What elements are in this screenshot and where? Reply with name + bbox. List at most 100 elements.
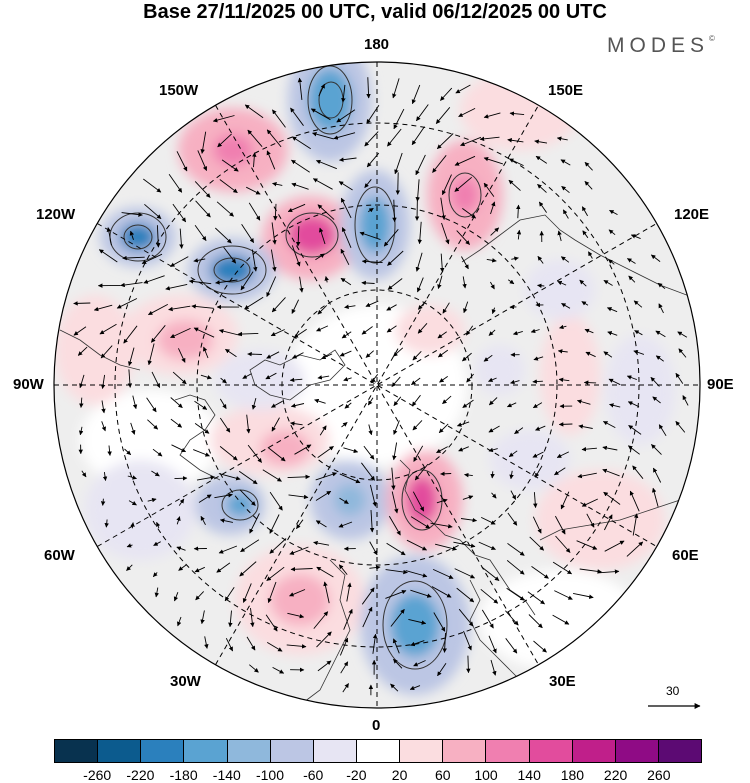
wind-arrow — [650, 376, 660, 387]
wind-arrow — [454, 176, 472, 192]
wind-arrow — [532, 451, 544, 458]
wind-arrow — [287, 474, 311, 480]
lon-label-120e: 120E — [674, 206, 710, 223]
wind-arrow — [488, 635, 497, 654]
wind-arrow — [395, 172, 401, 195]
wind-arrow — [143, 275, 165, 284]
wind-arrow — [439, 376, 448, 383]
wind-arrow — [505, 638, 518, 654]
wind-arrow — [265, 614, 278, 632]
wind-arrow — [247, 129, 263, 147]
wind-arrow — [415, 252, 423, 272]
wind-arrow — [584, 161, 593, 171]
wind-arrow — [93, 304, 113, 312]
wind-arrow — [290, 403, 305, 408]
wind-arrow — [314, 398, 326, 404]
wind-arrow — [106, 227, 112, 246]
wind-arrow — [588, 251, 593, 259]
wind-arrow — [650, 254, 661, 262]
wind-arrow — [607, 331, 618, 336]
wind-arrow — [270, 249, 277, 272]
wind-arrow — [269, 491, 283, 511]
wind-arrow — [219, 417, 231, 433]
wind-arrow — [372, 633, 378, 654]
wind-arrow — [246, 414, 251, 434]
wind-arrow — [630, 234, 641, 240]
wind-arrow — [557, 230, 562, 242]
wind-arrow — [104, 519, 109, 528]
wind-arrow — [409, 685, 421, 691]
wind-arrow — [393, 658, 403, 669]
wind-arrow — [73, 301, 91, 306]
wind-arrow — [414, 463, 429, 481]
wind-arrow — [627, 258, 636, 264]
wind-arrow — [481, 516, 496, 525]
wind-arrow — [100, 374, 106, 390]
wind-arrow — [341, 422, 348, 428]
lon-label-0: 0 — [372, 717, 381, 734]
lon-label-150e: 150E — [548, 82, 584, 99]
colorbar-swatch — [55, 740, 99, 762]
wind-arrow — [367, 207, 374, 213]
wind-arrow — [602, 445, 618, 451]
wind-arrow — [247, 444, 262, 463]
wind-arrow — [412, 420, 423, 431]
wind-arrow — [584, 328, 594, 334]
wind-arrow — [100, 345, 113, 359]
wind-arrow — [217, 133, 232, 148]
wind-arrow — [194, 224, 207, 241]
wind-arrow — [195, 591, 205, 601]
wind-arrow — [490, 281, 495, 290]
wind-arrow — [408, 618, 427, 625]
wind-arrow — [508, 158, 524, 167]
colorbar-tick-label: -20 — [346, 767, 367, 783]
wind-arrow — [220, 377, 227, 384]
wind-arrow — [460, 517, 478, 523]
wind-arrow — [288, 494, 309, 500]
colorbar-tick-label: -220 — [126, 767, 155, 783]
colorbar-swatch — [572, 740, 616, 762]
wind-arrow — [178, 498, 185, 506]
wind-arrow — [602, 468, 620, 477]
wind-arrow — [316, 325, 329, 332]
wind-arrow — [316, 566, 334, 578]
wind-arrow — [218, 473, 241, 481]
colorbar-swatch — [356, 740, 401, 762]
wind-arrow — [488, 397, 498, 406]
wind-arrow — [392, 638, 400, 654]
wind-arrow — [633, 350, 645, 355]
wind-arrow — [127, 347, 135, 367]
wind-arrow — [102, 472, 108, 482]
wind-arrow — [216, 201, 234, 217]
wind-arrow — [338, 181, 353, 191]
wind-arrow — [585, 351, 596, 358]
colorbar-swatch — [658, 740, 702, 762]
wind-arrow — [552, 561, 572, 575]
wind-arrow — [534, 139, 548, 144]
wind-arrow — [237, 331, 259, 337]
wind-arrow — [462, 495, 474, 500]
wind-arrow — [392, 78, 400, 99]
wind-arrow — [369, 541, 378, 556]
wind-arrow — [223, 246, 237, 264]
wind-arrow — [456, 230, 470, 245]
wind-arrow — [287, 203, 306, 213]
wind-arrow — [244, 296, 264, 310]
wind-arrow — [439, 253, 445, 273]
wind-arrow — [434, 543, 457, 551]
wind-arrow — [289, 546, 309, 555]
wind-arrow — [597, 569, 620, 574]
wind-arrow — [460, 136, 482, 147]
wind-arrow — [200, 131, 207, 154]
wind-arrow — [559, 324, 567, 330]
lon-label-60e: 60E — [672, 547, 699, 564]
wind-arrow — [490, 201, 496, 215]
wind-arrow — [440, 471, 452, 477]
wind-arrow — [341, 331, 352, 339]
wind-arrow — [219, 398, 227, 409]
wind-arrow — [198, 494, 212, 503]
wind-arrow — [176, 616, 182, 627]
wind-arrow — [147, 419, 159, 430]
wind-arrow — [341, 84, 346, 103]
wind-arrow — [340, 661, 349, 674]
